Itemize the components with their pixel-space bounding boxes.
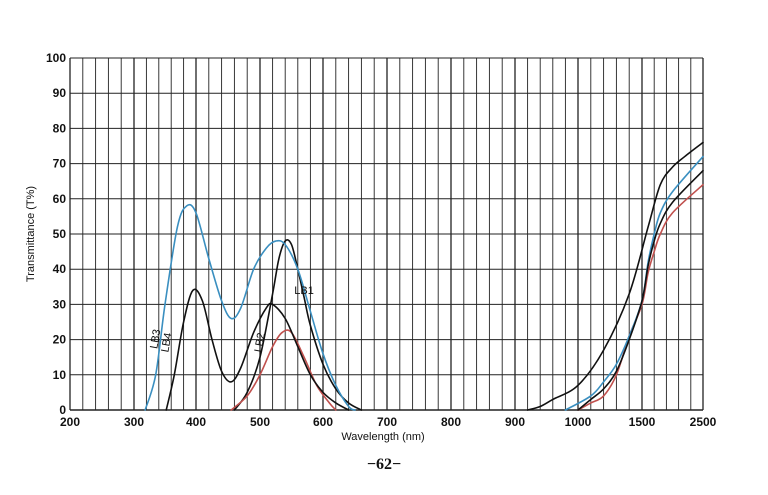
- x-tick-label: 700: [377, 415, 397, 429]
- curve-label-lb3: LB3: [148, 328, 163, 349]
- y-tick-label: 0: [59, 403, 66, 417]
- x-tick-label: 900: [505, 415, 525, 429]
- x-tick-labels: 200 300 400 500 600 700 800 900 1000 1500 2500: [60, 415, 717, 429]
- y-tick-label: 50: [53, 227, 67, 241]
- series-lb2: [230, 183, 704, 411]
- page-number: −62−: [367, 456, 401, 473]
- y-axis-label: Transmittance (T%): [25, 186, 37, 282]
- series-line-lb1: [526, 141, 704, 411]
- series-line-lb2: [230, 329, 337, 411]
- curve-label-lb1: LB1: [294, 285, 314, 297]
- series-line-lb1: [233, 239, 363, 411]
- curve-label-lb4: LB4: [159, 332, 174, 353]
- grid-horizontal: [70, 57, 703, 411]
- x-tick-label: 1000: [565, 415, 592, 429]
- y-tick-label: 40: [53, 262, 67, 276]
- x-tick-label: 2500: [690, 415, 717, 429]
- series-line-lb4: [165, 288, 350, 411]
- series-line-lb3: [144, 203, 356, 411]
- series-layer: [144, 141, 704, 411]
- y-tick-label: 100: [46, 51, 66, 65]
- series-lb4: [165, 169, 704, 411]
- series-line-lb4: [577, 169, 704, 411]
- y-tick-labels: 0 10 20 30 40 50 60 70 80 90 100: [46, 51, 66, 417]
- y-tick-label: 60: [53, 192, 67, 206]
- x-tick-label: 500: [250, 415, 270, 429]
- y-tick-label: 70: [53, 157, 67, 171]
- x-axis-label: Wavelength (nm): [341, 431, 424, 443]
- y-tick-label: 20: [53, 333, 67, 347]
- x-tick-label: 300: [124, 415, 144, 429]
- y-tick-label: 80: [53, 121, 67, 135]
- x-tick-label: 800: [441, 415, 461, 429]
- x-tick-label: 1500: [629, 415, 656, 429]
- x-tick-label: 400: [186, 415, 206, 429]
- y-tick-label: 30: [53, 297, 67, 311]
- x-tick-label: 600: [313, 415, 333, 429]
- y-tick-label: 10: [53, 368, 67, 382]
- curve-label-lb2: LB2: [253, 332, 268, 353]
- series-line-lb2: [577, 183, 704, 411]
- x-tick-label: 200: [60, 415, 80, 429]
- y-tick-label: 90: [53, 86, 67, 100]
- series-lb1: [233, 141, 704, 411]
